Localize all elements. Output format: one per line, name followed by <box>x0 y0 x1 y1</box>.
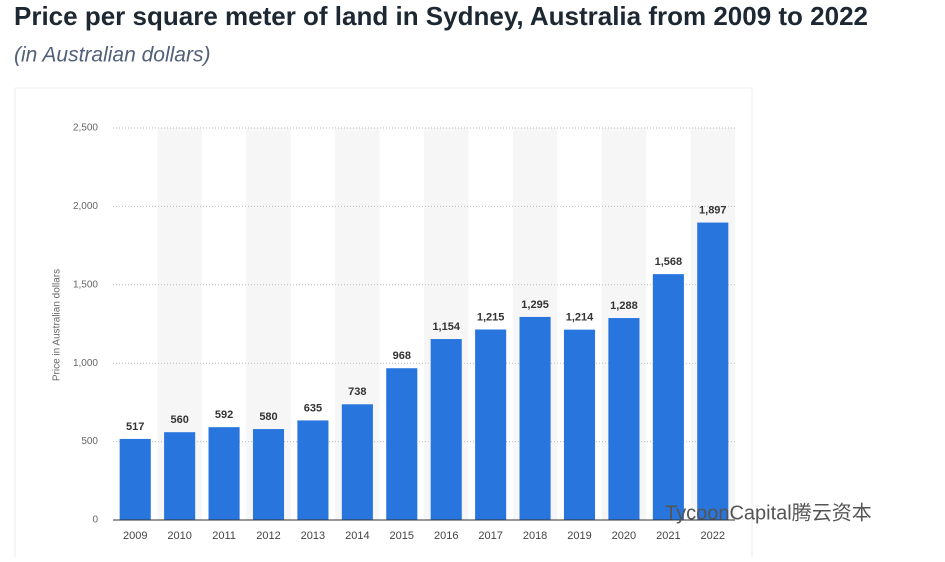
x-tick-label: 2015 <box>390 530 414 542</box>
bar <box>164 432 196 520</box>
y-tick-label: 1,000 <box>73 358 98 369</box>
value-label: 1,154 <box>432 321 460 333</box>
value-label: 1,568 <box>655 256 683 268</box>
bar <box>697 222 729 520</box>
bar <box>208 427 240 520</box>
x-tick-label: 2017 <box>478 530 502 542</box>
value-label: 738 <box>348 386 366 398</box>
value-label: 1,215 <box>477 311 505 323</box>
x-tick-label: 2021 <box>656 530 680 542</box>
value-label: 580 <box>259 411 277 423</box>
value-label: 1,295 <box>521 299 549 311</box>
value-label: 517 <box>126 421 144 433</box>
x-tick-label: 2019 <box>567 530 591 542</box>
bar <box>386 368 418 520</box>
bar <box>252 429 285 520</box>
bar <box>430 339 462 520</box>
value-label: 592 <box>215 409 233 421</box>
y-tick-label: 1,500 <box>73 279 98 290</box>
bar <box>297 420 329 520</box>
x-tick-label: 2010 <box>167 530 191 542</box>
x-tick-label: 2009 <box>123 530 147 542</box>
y-tick-label: 0 <box>92 515 98 526</box>
x-tick-label: 2018 <box>523 530 547 542</box>
value-label: 1,288 <box>610 300 638 312</box>
y-tick-label: 2,500 <box>73 123 98 134</box>
value-label: 560 <box>170 414 188 426</box>
bar <box>563 329 596 520</box>
value-label: 1,897 <box>699 204 727 216</box>
x-tick-label: 2022 <box>701 530 725 542</box>
y-axis-label: Price in Australian dollars <box>52 269 63 381</box>
x-tick-label: 2013 <box>301 530 325 542</box>
bar <box>119 438 151 520</box>
x-tick-label: 2011 <box>212 530 236 542</box>
chart-subtitle: (in Australian dollars) <box>14 44 210 67</box>
y-tick-label: 2,000 <box>73 201 98 212</box>
x-tick-label: 2014 <box>345 530 369 542</box>
x-tick-label: 2012 <box>256 530 280 542</box>
x-tick-label: 2016 <box>434 530 458 542</box>
bar <box>652 274 684 520</box>
x-tick-label: 2020 <box>612 530 636 542</box>
value-label: 635 <box>304 402 322 414</box>
watermark: TycoonCapital腾云资本 <box>665 501 872 524</box>
bar <box>608 318 640 520</box>
y-tick-label: 500 <box>81 436 98 447</box>
chart-title: Price per square meter of land in Sydney… <box>14 1 868 31</box>
value-label: 1,214 <box>566 312 594 324</box>
bar <box>475 329 507 520</box>
value-label: 968 <box>393 350 411 362</box>
bar <box>341 404 373 520</box>
bar <box>519 316 551 520</box>
